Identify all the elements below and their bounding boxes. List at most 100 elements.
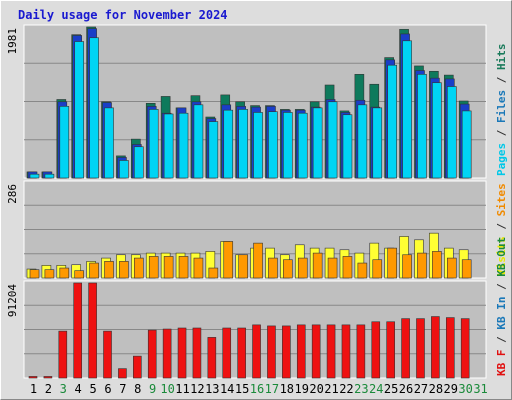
top-bar-pages <box>446 86 457 179</box>
x-tick-label: 11 <box>175 382 189 396</box>
top-bar-pages <box>342 114 353 179</box>
bottom-legend-segment: KB F <box>495 350 508 377</box>
x-tick-label: 15 <box>235 382 249 396</box>
middle-bar-sites <box>238 254 248 279</box>
middle-bar-sites <box>372 259 383 279</box>
bottom-bar-kb-f <box>162 328 172 379</box>
bottom-bar-kb-f <box>118 368 127 379</box>
top-bar-pages <box>461 110 472 179</box>
bottom-bar-kb-f <box>282 325 291 379</box>
x-tick-label: 30 <box>458 382 472 396</box>
x-tick-label: 26 <box>399 382 413 396</box>
bottom-bar-kb-f <box>386 321 395 379</box>
x-tick-label: 24 <box>369 382 383 396</box>
middle-bar-sites <box>327 257 338 279</box>
top-bar-pages <box>297 112 308 179</box>
middle-bar-sites <box>223 241 234 279</box>
middle-bar-sites <box>342 256 353 279</box>
x-tick-label: 8 <box>134 382 141 396</box>
middle-bar-sites <box>59 267 70 279</box>
top-legend-segment: Files <box>495 90 508 123</box>
top-bar-pages <box>29 173 40 179</box>
middle-bar-sites <box>119 261 129 279</box>
middle-bar-sites <box>29 269 40 279</box>
top-bar-pages <box>59 106 70 179</box>
x-tick-label: 25 <box>384 382 398 396</box>
top-bar-pages <box>312 107 323 179</box>
top-legend-segment: Pages <box>495 143 508 176</box>
middle-bar-sites <box>208 267 219 279</box>
top-legend-segment: / <box>495 70 508 90</box>
x-tick-label: 3 <box>60 382 67 396</box>
bottom-bar-kb-f <box>252 324 261 379</box>
top-legend: Pages / Files / Hits <box>495 44 508 177</box>
top-max-label: 1981 <box>6 28 19 55</box>
bottom-bar-kb-f <box>58 330 68 379</box>
middle-max-label: 286 <box>6 184 19 204</box>
middle-legend: Visits / Sites <box>495 183 508 276</box>
top-bar-pages <box>44 173 55 179</box>
top-legend-segment: / <box>495 123 508 143</box>
bottom-bar-kb-f <box>133 355 142 379</box>
bottom-bar-kb-f <box>445 317 455 379</box>
bottom-bar-kb-f <box>103 330 112 379</box>
middle-bar-sites <box>193 257 204 279</box>
x-tick-label: 23 <box>354 382 368 396</box>
bottom-bar-kb-f <box>401 318 410 379</box>
x-tick-label: 14 <box>220 382 234 396</box>
x-tick-label: 28 <box>429 382 443 396</box>
x-tick-label: 17 <box>265 382 279 396</box>
top-bar-pages <box>402 40 412 179</box>
chart-title: Daily usage for November 2024 <box>18 8 228 22</box>
bottom-bar-kb-f <box>28 376 38 379</box>
middle-legend-segment: Sites <box>495 183 508 216</box>
bottom-legend-segment: / <box>495 330 508 350</box>
middle-bar-sites <box>104 261 114 279</box>
bottom-bar-kb-f <box>73 282 83 379</box>
bottom-bar-kb-f <box>356 324 366 379</box>
bottom-bar-kb-f <box>371 321 381 379</box>
bottom-bar-kb-f <box>43 376 53 379</box>
x-tick-label: 19 <box>294 382 308 396</box>
bottom-bar-kb-f <box>326 324 336 379</box>
x-tick-label: 21 <box>324 382 338 396</box>
bottom-bar-kb-f <box>431 316 440 379</box>
bottom-max-label: 91204 <box>6 284 19 317</box>
middle-bar-sites <box>74 270 85 279</box>
top-bar-pages <box>119 160 129 179</box>
bottom-legend-segment: KB In <box>495 297 508 330</box>
middle-bar-sites <box>148 256 159 279</box>
bottom-bar-kb-f <box>177 327 187 379</box>
x-tick-label: 18 <box>280 382 294 396</box>
top-bar-pages <box>417 74 427 179</box>
bottom-bar-kb-f <box>207 337 217 379</box>
bottom-legend-segment: / <box>495 277 508 297</box>
top-bar-pages <box>223 109 234 179</box>
top-legend-segment: Hits <box>495 44 508 71</box>
top-bar-pages <box>74 41 85 179</box>
middle-bar-sites <box>357 262 368 279</box>
bottom-bar-kb-f <box>147 329 157 379</box>
x-tick-label: 4 <box>75 382 82 396</box>
top-bar-pages <box>89 37 99 179</box>
top-bar-pages <box>208 121 219 179</box>
top-bar-pages <box>238 109 248 179</box>
top-bar-pages <box>193 104 204 179</box>
x-tick-label: 31 <box>473 382 487 396</box>
top-bar-pages <box>432 82 442 179</box>
middle-bar-sites <box>268 257 278 279</box>
x-tick-label: 5 <box>89 382 96 396</box>
middle-bar-sites <box>312 252 323 279</box>
middle-bar-sites <box>283 259 293 279</box>
bottom-bar-kb-f <box>311 324 321 379</box>
middle-bar-sites <box>89 262 99 279</box>
bottom-bar-kb-f <box>416 318 425 379</box>
top-bar-pages <box>104 107 114 179</box>
top-bar-pages <box>163 113 174 179</box>
x-tick-label: 13 <box>205 382 219 396</box>
middle-bar-sites <box>163 256 174 279</box>
top-bar-pages <box>148 109 159 179</box>
middle-bar-sites <box>297 257 308 279</box>
bottom-bar-kb-f <box>460 318 470 379</box>
top-bar-pages <box>387 64 397 179</box>
